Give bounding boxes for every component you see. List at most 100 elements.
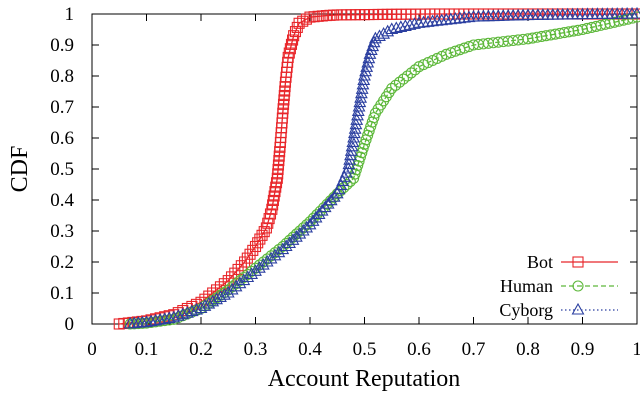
- data-point-cyborg: [241, 270, 255, 283]
- y-tick-label: 1: [65, 4, 75, 25]
- data-point-bot: [267, 194, 279, 206]
- data-point-human: [536, 30, 548, 43]
- x-tick-label: 0.3: [244, 339, 268, 360]
- data-point-cyborg: [356, 77, 370, 90]
- data-point-human: [341, 178, 353, 191]
- data-point-bot: [252, 237, 264, 249]
- data-point-cyborg: [190, 302, 203, 315]
- data-point-bot: [297, 15, 309, 27]
- data-point-human: [301, 219, 313, 231]
- data-point-bot: [229, 267, 241, 279]
- data-point-cyborg: [349, 117, 363, 130]
- data-point-human: [222, 284, 234, 296]
- data-point-cyborg: [185, 304, 199, 317]
- data-point-human: [249, 262, 262, 274]
- data-point-cyborg: [167, 310, 181, 323]
- data-point-cyborg: [225, 282, 239, 295]
- data-point-cyborg: [279, 239, 293, 252]
- data-point-bot: [270, 181, 282, 193]
- data-point-bot: [282, 51, 294, 63]
- data-point-human: [246, 265, 258, 277]
- data-point-bot: [269, 186, 281, 198]
- axis-ticks: 0 0.1 0.2 0.3 0.4 0.5 0.6 0.7 0.8 0.9 1 0 0.1 0.2 0.3 0…: [50, 4, 640, 360]
- data-point-cyborg: [176, 307, 190, 320]
- data-point-human: [234, 275, 246, 287]
- y-tick-label: 0.1: [50, 283, 74, 304]
- data-point-cyborg: [351, 104, 365, 116]
- series-line-cyborg: [130, 13, 638, 325]
- y-tick-label: 0.4: [50, 190, 74, 211]
- data-point-human: [526, 32, 539, 44]
- data-point-cyborg: [229, 279, 243, 292]
- data-point-human: [230, 278, 242, 290]
- data-point-cyborg: [403, 18, 417, 30]
- data-point-bot: [222, 275, 234, 287]
- data-point-cyborg: [360, 60, 374, 72]
- data-point-human: [290, 228, 302, 240]
- data-point-cyborg: [359, 64, 373, 77]
- data-point-cyborg: [286, 233, 300, 245]
- legend-label-human: Human: [500, 276, 553, 296]
- data-point-bot: [232, 263, 244, 275]
- data-point-cyborg: [341, 161, 355, 174]
- data-point-cyborg: [361, 55, 375, 68]
- y-tick-label: 0.6: [50, 128, 74, 149]
- data-point-human: [280, 237, 292, 249]
- data-point-human: [386, 82, 398, 94]
- data-point-cyborg: [276, 242, 290, 255]
- data-point-cyborg: [300, 220, 314, 233]
- data-point-bot: [254, 233, 266, 245]
- data-point-cyborg: [357, 73, 371, 85]
- data-point-cyborg: [367, 35, 381, 48]
- legend-label-bot: Bot: [527, 252, 553, 272]
- data-point-cyborg: [354, 91, 368, 103]
- data-point-bot: [289, 26, 302, 38]
- data-point-human: [545, 29, 557, 41]
- x-tick-label: 0.1: [135, 339, 159, 360]
- series-cyborg: [123, 6, 640, 329]
- data-point-human: [277, 240, 289, 253]
- data-point-cyborg: [249, 264, 262, 276]
- data-point-human: [242, 268, 254, 280]
- data-point-human: [368, 112, 380, 124]
- data-point-cyborg: [347, 126, 361, 139]
- data-point-bot: [300, 13, 312, 25]
- data-point-human: [159, 315, 171, 327]
- data-point-cyborg: [389, 21, 403, 34]
- data-point-bot: [284, 43, 296, 55]
- data-point-cyborg: [309, 210, 323, 223]
- x-tick-label: 1: [632, 339, 640, 360]
- y-tick-label: 0.5: [50, 159, 74, 180]
- data-point-cyborg: [324, 193, 338, 206]
- data-point-cyborg: [394, 20, 408, 32]
- data-point-human: [390, 79, 402, 91]
- data-point-bot: [270, 177, 283, 189]
- data-point-cyborg: [363, 47, 377, 59]
- data-point-human: [522, 33, 534, 45]
- data-point-human: [567, 25, 579, 37]
- data-point-bot: [283, 47, 295, 59]
- data-point-bot: [256, 229, 268, 241]
- x-tick-label: 0.7: [462, 339, 486, 360]
- data-point-cyborg: [233, 276, 247, 289]
- data-point-cyborg: [306, 214, 320, 226]
- data-point-cyborg: [140, 315, 153, 328]
- data-point-bot: [285, 38, 298, 50]
- data-point-cyborg: [362, 51, 376, 64]
- data-point-human: [273, 244, 285, 256]
- data-point-human: [563, 26, 575, 38]
- data-point-cyborg: [342, 157, 356, 170]
- data-point-bot: [266, 203, 278, 215]
- series-human: [124, 11, 640, 330]
- y-axis-title: CDF: [7, 146, 33, 193]
- x-tick-label: 0.6: [407, 339, 431, 360]
- data-point-cyborg: [321, 196, 335, 209]
- data-point-cyborg: [272, 245, 286, 258]
- data-point-cyborg: [312, 207, 326, 220]
- data-point-human: [554, 27, 566, 39]
- data-point-cyborg: [293, 226, 307, 239]
- data-point-human: [294, 225, 306, 237]
- data-point-bot: [258, 226, 270, 238]
- data-point-cyborg: [381, 24, 395, 37]
- x-tick-label: 0.9: [571, 339, 595, 360]
